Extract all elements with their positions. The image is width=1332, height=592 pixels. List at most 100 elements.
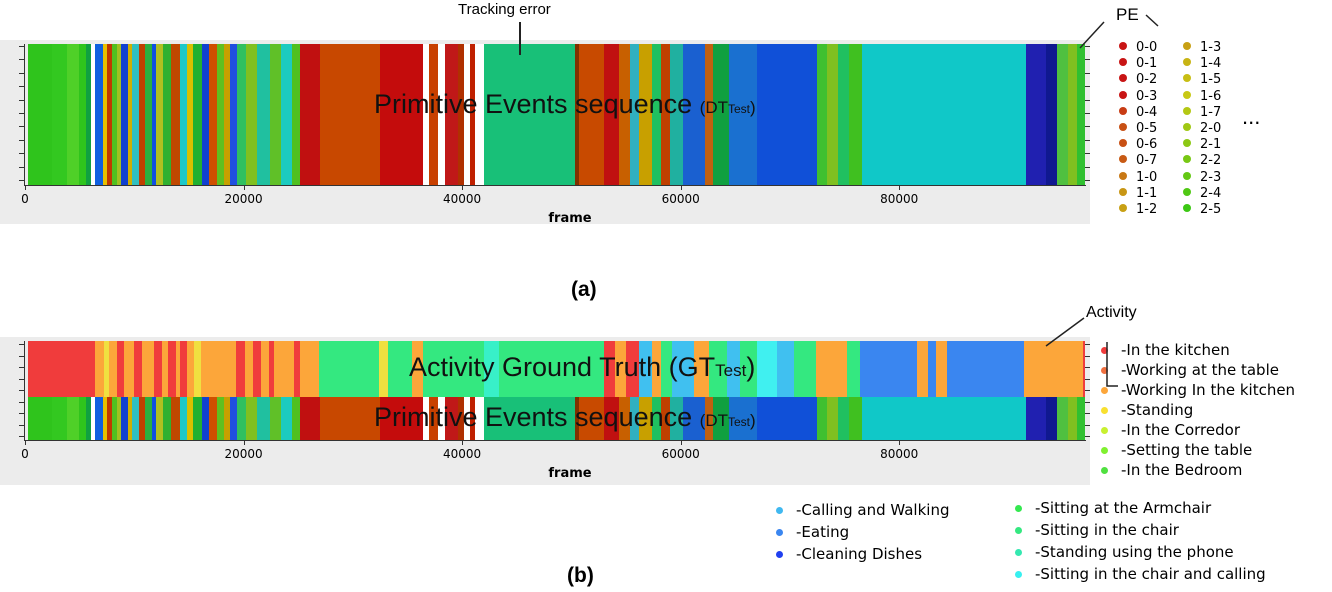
activity-legend-label: -Standing	[1121, 401, 1194, 419]
panel-a-x-label: frame	[548, 211, 592, 226]
activity-legend-item: -Working In the kitchen	[1101, 381, 1295, 399]
pe-legend-item: 0-0	[1119, 40, 1157, 55]
pe-segment	[223, 44, 231, 185]
y-tick-mark	[19, 126, 24, 128]
activity-segment	[639, 341, 653, 397]
pe-segment	[848, 44, 863, 185]
activity-segment	[816, 341, 847, 397]
pe-segment	[127, 44, 133, 185]
pe-segment	[827, 44, 839, 185]
pe-segment	[269, 397, 281, 440]
pe-legend-dot	[1119, 106, 1127, 115]
pe-segment	[291, 44, 301, 185]
activity-legend-item: -Setting the table	[1101, 441, 1252, 459]
pe-segment	[574, 397, 580, 440]
y-tick-mark-right	[1085, 413, 1090, 414]
pe-segment	[757, 397, 818, 440]
pe-legend-item: 2-1	[1183, 137, 1221, 152]
activity-legend-label: -Sitting in the chair and calling	[1035, 565, 1266, 583]
pe-segment	[162, 44, 172, 185]
activity-segment	[103, 341, 110, 397]
pe-segment	[320, 44, 381, 185]
activity-segment	[94, 341, 104, 397]
y-tick-mark	[19, 113, 24, 114]
pe-segment	[862, 397, 1026, 440]
activity-segment	[141, 341, 154, 397]
pe-segment	[230, 44, 237, 185]
pe-segment	[291, 397, 301, 440]
y-tick-mark-right	[1085, 59, 1090, 61]
pe-segment	[444, 397, 458, 440]
panel-b-overlay-top-close: )	[746, 352, 756, 382]
y-tick-mark	[19, 401, 24, 403]
activity-segment	[318, 341, 380, 397]
activity-segment	[293, 341, 301, 397]
activity-legend-label: -Calling and Walking	[796, 501, 950, 519]
y-tick-mark-right	[1085, 153, 1090, 155]
activity-legend-dot	[1015, 549, 1022, 556]
x-tick-label: 60000	[661, 447, 700, 461]
pe-segment	[429, 397, 439, 440]
activity-legend-label: -Sitting at the Armchair	[1035, 499, 1212, 517]
activity-legend-item: -Cleaning Dishes	[776, 545, 922, 563]
activity-segment	[960, 341, 1024, 397]
activity-segment	[175, 341, 181, 397]
activity-legend-item: -Sitting in the chair	[1015, 521, 1179, 539]
pe-segment	[162, 397, 172, 440]
pe-legend-item: 2-4	[1183, 186, 1221, 201]
pe-segment	[848, 397, 863, 440]
y-tick-mark	[19, 378, 24, 380]
pe-segment	[604, 397, 620, 440]
activity-legend-dot	[1015, 571, 1022, 578]
activity-segment	[124, 341, 135, 397]
pe-segment	[132, 44, 139, 185]
panel-b-x-label: frame	[548, 466, 592, 481]
x-tick-mark	[462, 440, 464, 445]
y-tick-mark-right	[1085, 390, 1090, 391]
pe-segment	[121, 397, 128, 440]
pe-legend-label: 0-3	[1136, 88, 1158, 104]
y-tick-mark-right	[1085, 72, 1090, 74]
x-tick-mark	[899, 440, 901, 445]
activity-legend-item: -Standing	[1101, 401, 1193, 419]
activity-segment	[652, 341, 661, 397]
x-tick-mark	[25, 440, 26, 445]
panel-b-overlay-bottom: Primitive Events sequence (DTTest)	[374, 402, 756, 433]
pe-segment	[186, 44, 194, 185]
activity-segment	[200, 341, 236, 397]
activity-segment	[671, 341, 694, 397]
pe-segment	[469, 44, 476, 185]
activity-legend-item: -In the Bedroom	[1101, 461, 1242, 479]
y-tick-mark-right	[1085, 401, 1090, 403]
pe-segment	[202, 397, 209, 440]
activity-segment	[235, 341, 245, 397]
pe-segment	[193, 397, 203, 440]
pe-segment	[1077, 397, 1085, 440]
pe-segment	[66, 397, 79, 440]
pe-segment	[630, 44, 640, 185]
y-tick-mark	[19, 413, 24, 414]
pe-legend-dot	[1119, 139, 1127, 148]
activity-segment	[693, 341, 710, 397]
panel-a-overlay-text: Primitive Events sequence	[374, 89, 693, 119]
activity-legend-dot	[1101, 387, 1108, 394]
panel-b-activity-bars	[25, 341, 1085, 397]
activity-legend-label: -Setting the table	[1121, 441, 1253, 459]
activity-legend-item: -Sitting in the chair and calling	[1015, 565, 1266, 583]
pe-legend-label: 1-6	[1200, 88, 1222, 104]
pe-segment	[102, 397, 107, 440]
pe-segment	[475, 44, 484, 185]
activity-legend-item: -In the Corredor	[1101, 421, 1240, 439]
pe-legend-label: 0-6	[1136, 137, 1158, 153]
pe-segment	[78, 44, 87, 185]
panel-b-overlay-bottom-close: )	[750, 411, 756, 430]
activity-segment	[180, 341, 187, 397]
pe-segment	[151, 44, 157, 185]
pe-segment	[145, 44, 152, 185]
y-tick-mark-right	[1085, 367, 1090, 368]
pe-legend-label: 1-1	[1136, 185, 1158, 201]
panel-b-overlay-bottom-subscript: Test	[728, 415, 751, 429]
pe-legend-label: 0-0	[1136, 40, 1158, 55]
pe-segment	[682, 397, 705, 440]
pe-legend-label: 2-4	[1200, 185, 1222, 201]
